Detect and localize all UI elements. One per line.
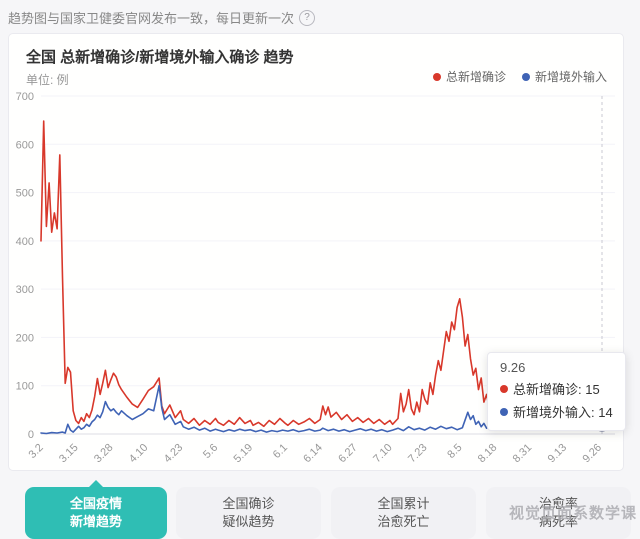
tooltip-row-total-new: 总新增确诊: 15 bbox=[500, 379, 613, 398]
svg-text:5.19: 5.19 bbox=[232, 442, 256, 466]
svg-text:7.23: 7.23 bbox=[406, 442, 430, 466]
svg-text:600: 600 bbox=[16, 139, 34, 151]
tab-label-line2: 新增趋势 bbox=[69, 514, 122, 529]
tab-label-line2: 治愈死亡 bbox=[377, 514, 430, 529]
svg-text:400: 400 bbox=[16, 236, 34, 248]
chart-title: 全国 总新增确诊/新增境外输入确诊 趋势 bbox=[26, 49, 294, 66]
svg-text:3.2: 3.2 bbox=[27, 442, 46, 461]
svg-text:8.18: 8.18 bbox=[476, 442, 500, 466]
svg-text:500: 500 bbox=[16, 188, 34, 200]
svg-text:0: 0 bbox=[28, 429, 34, 441]
tooltip-dot-blue-icon bbox=[500, 407, 508, 416]
chart-legend: 总新增确诊 新增境外输入 bbox=[432, 68, 607, 85]
svg-text:6.14: 6.14 bbox=[301, 442, 325, 466]
svg-text:700: 700 bbox=[16, 91, 34, 103]
svg-text:8.5: 8.5 bbox=[445, 442, 464, 461]
svg-text:5.6: 5.6 bbox=[201, 442, 220, 461]
svg-text:3.28: 3.28 bbox=[92, 442, 116, 466]
tab-label-line1: 治愈率 bbox=[538, 496, 578, 511]
legend-dot-blue-icon bbox=[521, 72, 530, 81]
svg-text:8.31: 8.31 bbox=[511, 442, 535, 466]
tab-label-line2: 疑似趋势 bbox=[222, 514, 275, 529]
legend-dot-red-icon bbox=[432, 72, 441, 81]
svg-text:300: 300 bbox=[16, 284, 34, 296]
watermark: 视觉页面系数学课 bbox=[508, 505, 637, 522]
tooltip-date: 9.26 bbox=[500, 360, 526, 375]
svg-text:4.23: 4.23 bbox=[162, 442, 186, 466]
trend-line-chart[interactable]: 0 100 200 300 400 500 600 700 3.2 3.15 3.28 4.10 4.2… bbox=[9, 34, 625, 472]
svg-text:200: 200 bbox=[16, 332, 34, 344]
header-note-bar: 趋势图与国家卫健委官网发布一致，每日更新一次 ? bbox=[8, 8, 316, 27]
svg-text:9.13: 9.13 bbox=[546, 442, 570, 466]
tab-label-line1: 全国确诊 bbox=[222, 496, 275, 511]
legend-label-total-new: 总新增确诊 bbox=[445, 70, 506, 84]
tooltip-dot-red-icon bbox=[500, 384, 508, 393]
svg-text:6.1: 6.1 bbox=[271, 442, 290, 461]
tooltip-row-imported: 新增境外输入: 14 bbox=[500, 402, 613, 421]
svg-text:100: 100 bbox=[16, 381, 34, 393]
legend-label-imported: 新增境外输入 bbox=[534, 70, 607, 84]
tab-cumulative-cured-death[interactable]: 全国累计 治愈死亡 bbox=[331, 487, 476, 539]
help-icon[interactable]: ? bbox=[299, 9, 316, 26]
legend-item-imported[interactable]: 新增境外输入 bbox=[521, 68, 607, 85]
svg-text:9.26: 9.26 bbox=[580, 442, 604, 466]
tab-national-new-trend[interactable]: 全国疫情 新增趋势 bbox=[25, 480, 167, 539]
tab-confirmed-suspected-trend[interactable]: 全国确诊 疑似趋势 bbox=[176, 487, 321, 539]
header-note-text: 趋势图与国家卫健委官网发布一致，每日更新一次 bbox=[8, 11, 295, 26]
chart-tooltip: 9.26 总新增确诊: 15 新增境外输入: 14 bbox=[487, 352, 626, 431]
svg-text:6.27: 6.27 bbox=[336, 442, 360, 466]
svg-text:7.10: 7.10 bbox=[371, 442, 395, 466]
trend-chart-card: 全国 总新增确诊/新增境外输入确诊 趋势 单位: 例 总新增确诊 新增境外输入 … bbox=[8, 33, 626, 472]
legend-item-total-new[interactable]: 总新增确诊 bbox=[432, 68, 506, 85]
unit-label: 单位: 例 bbox=[26, 73, 69, 87]
tab-label-line1: 全国累计 bbox=[377, 496, 430, 511]
svg-text:4.10: 4.10 bbox=[127, 442, 151, 466]
tooltip-imported-value: 新增境外输入: 14 bbox=[513, 405, 613, 420]
tooltip-total-new-value: 总新增确诊: 15 bbox=[513, 382, 600, 397]
tab-label-line1: 全国疫情 bbox=[69, 496, 122, 511]
svg-text:3.15: 3.15 bbox=[57, 442, 81, 466]
